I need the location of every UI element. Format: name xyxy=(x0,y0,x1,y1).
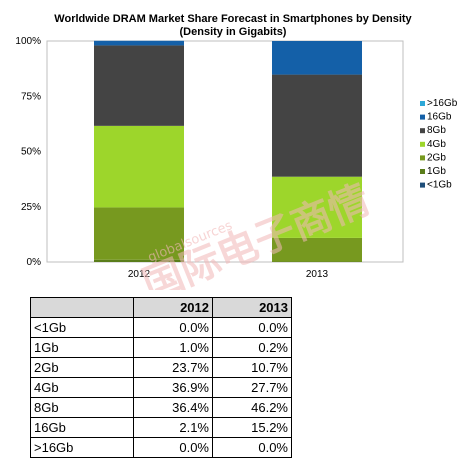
bar-segment-2013-4Gb xyxy=(272,176,362,238)
table-header-cell xyxy=(30,297,134,318)
table-row: 1Gb 1.0% 0.2% xyxy=(30,337,292,358)
bar-segment-2012-1Gb xyxy=(94,259,184,262)
legend-label: 8Gb xyxy=(427,125,446,136)
bar-segment-2013-2Gb xyxy=(272,237,362,262)
bar-segment-2012-2Gb xyxy=(94,207,184,260)
bar-segment-2013-16Gb xyxy=(272,41,362,75)
bars-group xyxy=(94,40,362,262)
bar-segment-2013-8Gb xyxy=(272,74,362,177)
table-cell: 4Gb xyxy=(30,377,134,398)
table-cell: 0.2% xyxy=(212,337,292,358)
x-axis: 2012 2013 xyxy=(128,269,329,280)
table-header-cell: 2013 xyxy=(212,297,292,318)
stacked-bar-chart: Worldwide DRAM Market Share Forecast in … xyxy=(15,13,458,290)
table-cell: 15.2% xyxy=(212,417,292,438)
table-cell: 0.0% xyxy=(212,317,292,338)
legend-label: 1Gb xyxy=(427,166,446,177)
table-cell: 2.1% xyxy=(133,417,213,438)
legend-swatch xyxy=(420,128,425,134)
table-header-row: 2012 2013 xyxy=(30,297,292,318)
legend-label: >16Gb xyxy=(427,98,458,109)
legend-swatch xyxy=(420,101,425,106)
table-cell: 46.2% xyxy=(212,397,292,418)
data-table: 2012 2013 <1Gb 0.0% 0.0% 1Gb 1.0% 0.2% 2… xyxy=(30,297,292,458)
legend-label: 2Gb xyxy=(427,152,446,163)
table-cell: 16Gb xyxy=(30,417,134,438)
legend-label: 4Gb xyxy=(427,139,446,150)
table-row: 2Gb 23.7% 10.7% xyxy=(30,357,292,378)
table-row: 8Gb 36.4% 46.2% xyxy=(30,397,292,418)
table-header-cell: 2012 xyxy=(133,297,213,318)
legend-swatch xyxy=(420,114,425,120)
table-cell: 1Gb xyxy=(30,337,134,358)
legend-label: <1Gb xyxy=(427,180,452,191)
table-cell: 8Gb xyxy=(30,397,134,418)
table-cell: 36.9% xyxy=(133,377,213,398)
table-cell: 27.7% xyxy=(212,377,292,398)
bar-segment-2012-16Gb xyxy=(94,40,184,46)
chart-title: Worldwide DRAM Market Share Forecast in … xyxy=(54,13,412,25)
table-cell: 1.0% xyxy=(133,337,213,358)
y-tick-label: 25% xyxy=(21,202,41,213)
table-row: 16Gb 2.1% 15.2% xyxy=(30,417,292,438)
y-axis: 0% 25% 50% 75% 100% xyxy=(15,36,41,268)
x-tick-label: 2013 xyxy=(306,269,329,280)
table-cell: <1Gb xyxy=(30,317,134,338)
table-row: 4Gb 36.9% 27.7% xyxy=(30,377,292,398)
table-cell: 0.0% xyxy=(133,317,213,338)
legend-swatch xyxy=(420,169,425,174)
legend: >16Gb 16Gb 8Gb 4Gb 2Gb 1Gb <1Gb xyxy=(420,98,458,191)
y-tick-label: 0% xyxy=(27,257,42,268)
y-tick-label: 100% xyxy=(15,36,41,47)
legend-swatch xyxy=(420,182,425,188)
chart-subtitle: (Density in Gigabits) xyxy=(180,26,287,38)
x-tick-label: 2012 xyxy=(128,269,151,280)
bar-segment-2012-4Gb xyxy=(94,125,184,208)
table-cell: >16Gb xyxy=(30,437,134,458)
table-cell: 36.4% xyxy=(133,397,213,418)
table-cell: 0.0% xyxy=(212,437,292,458)
table-cell: 2Gb xyxy=(30,357,134,378)
bar-segment-2012-8Gb xyxy=(94,45,184,126)
legend-label: 16Gb xyxy=(427,112,452,123)
legend-swatch xyxy=(420,155,425,161)
y-tick-label: 50% xyxy=(21,147,41,158)
table-cell: 23.7% xyxy=(133,357,213,378)
table-row: <1Gb 0.0% 0.0% xyxy=(30,317,292,338)
table-cell: 0.0% xyxy=(133,437,213,458)
table-row: >16Gb 0.0% 0.0% xyxy=(30,437,292,458)
y-tick-label: 75% xyxy=(21,91,41,102)
table-cell: 10.7% xyxy=(212,357,292,378)
legend-swatch xyxy=(420,141,425,147)
